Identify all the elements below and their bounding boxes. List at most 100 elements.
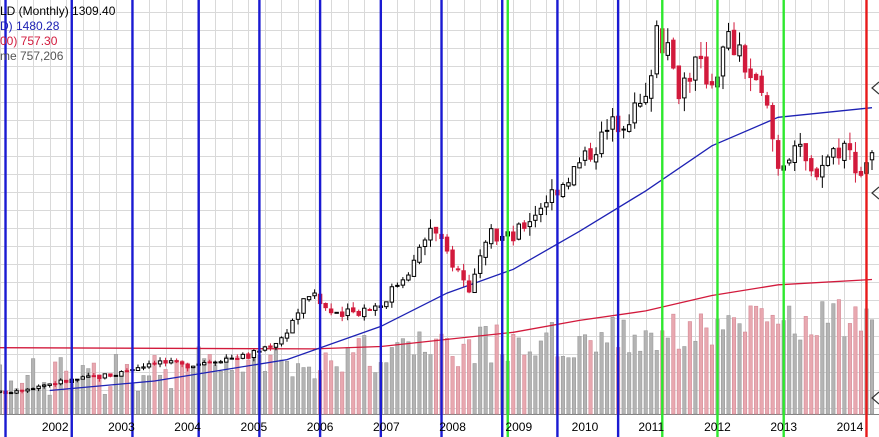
candle-body — [97, 374, 102, 379]
candle-body — [582, 150, 588, 161]
candle-body — [787, 159, 792, 164]
year-label: 2007 — [373, 420, 400, 434]
volume-bar — [169, 388, 174, 415]
volume-bar — [312, 378, 317, 415]
volume-bar — [251, 352, 256, 415]
candle-body — [334, 311, 339, 314]
year-label: 2006 — [307, 420, 334, 434]
candle-body — [737, 44, 742, 57]
candle-body — [803, 143, 808, 162]
volume-bar — [224, 356, 229, 415]
volume-bar — [787, 305, 792, 415]
candle-body — [213, 361, 218, 364]
candle-body — [599, 131, 604, 155]
volume-bar — [351, 352, 356, 415]
volume-bar — [75, 379, 80, 415]
volume-bar — [759, 308, 764, 415]
volume-bar — [472, 363, 477, 415]
candle-body — [384, 301, 389, 308]
candle-body — [798, 143, 803, 147]
volume-bar — [571, 357, 576, 415]
volume-bar — [814, 335, 819, 415]
candle-body — [571, 166, 577, 186]
candle-body — [676, 65, 682, 100]
candle-body — [235, 357, 240, 360]
candle-body — [511, 231, 516, 242]
volume-bar — [478, 326, 483, 415]
volume-bar — [748, 305, 753, 415]
candle-body — [748, 68, 753, 79]
volume-bar — [411, 354, 416, 415]
volume-bar — [356, 338, 361, 415]
legend-ma-slow: 00) 757.30 — [0, 34, 58, 48]
candle-body — [792, 145, 797, 163]
year-label: 2010 — [572, 420, 599, 434]
candle-body — [0, 390, 3, 393]
volume-bar — [627, 352, 632, 415]
candle-body — [825, 156, 831, 166]
candle-body — [759, 75, 764, 93]
volume-bar — [638, 350, 643, 415]
volume-bar — [533, 355, 538, 415]
volume-bar — [527, 351, 532, 415]
volume-bar — [279, 359, 284, 415]
legend-title: LD (Monthly) 1309.40 — [0, 4, 116, 18]
candle-body — [36, 385, 41, 389]
volume-bar — [422, 351, 427, 415]
volume-bar — [246, 359, 251, 415]
candle-body — [466, 280, 472, 293]
candle-body — [560, 184, 566, 198]
ma-slow-series — [0, 278, 873, 350]
candle-body — [75, 378, 80, 381]
candle-body — [229, 357, 235, 360]
candle-body — [86, 375, 91, 378]
candle-body — [836, 147, 842, 159]
candle-body — [538, 207, 544, 215]
volume-bar — [102, 394, 107, 415]
ma-slow-line — [0, 278, 873, 350]
volume-bar — [577, 336, 582, 415]
candle-body — [301, 298, 306, 314]
volume-bar — [588, 340, 593, 415]
volume-bar — [765, 321, 770, 415]
candle-body — [19, 389, 25, 392]
candle-body — [146, 363, 152, 368]
volume-bar — [467, 339, 472, 415]
candle-body — [157, 360, 163, 365]
candle-body — [190, 365, 196, 369]
candle-body — [152, 362, 157, 365]
candle-body — [47, 383, 52, 386]
volume-bar — [147, 375, 152, 415]
volume-bar — [213, 364, 218, 415]
candle-body — [168, 360, 174, 364]
volume-bar — [605, 342, 610, 415]
candle-body — [533, 214, 538, 221]
volume-bar — [273, 343, 278, 415]
volume-bar — [290, 376, 295, 415]
volume-bar — [549, 322, 554, 415]
volume-bar — [163, 369, 168, 415]
year-label: 2012 — [704, 420, 731, 434]
volume-bar — [9, 380, 14, 415]
candle-body — [411, 259, 417, 277]
candle-body — [323, 302, 328, 309]
candle-body — [820, 164, 825, 178]
candle-body — [124, 370, 130, 373]
volume-bar — [665, 337, 670, 415]
volume-bar — [544, 332, 549, 415]
candle-body — [306, 296, 312, 301]
volume-bar — [511, 334, 516, 415]
year-label: 2004 — [174, 420, 201, 434]
volume-bar — [560, 356, 565, 415]
candle-body — [351, 307, 356, 313]
volume-bar — [566, 357, 571, 415]
candle-body — [339, 311, 345, 317]
candle-body — [610, 116, 615, 130]
volume-bar — [202, 358, 207, 415]
candle-body — [362, 307, 367, 318]
candle-body — [869, 152, 875, 161]
price-tick-arrow — [871, 391, 879, 405]
candle-body — [279, 337, 284, 345]
candle-body — [742, 45, 748, 73]
candle-body — [395, 284, 400, 287]
